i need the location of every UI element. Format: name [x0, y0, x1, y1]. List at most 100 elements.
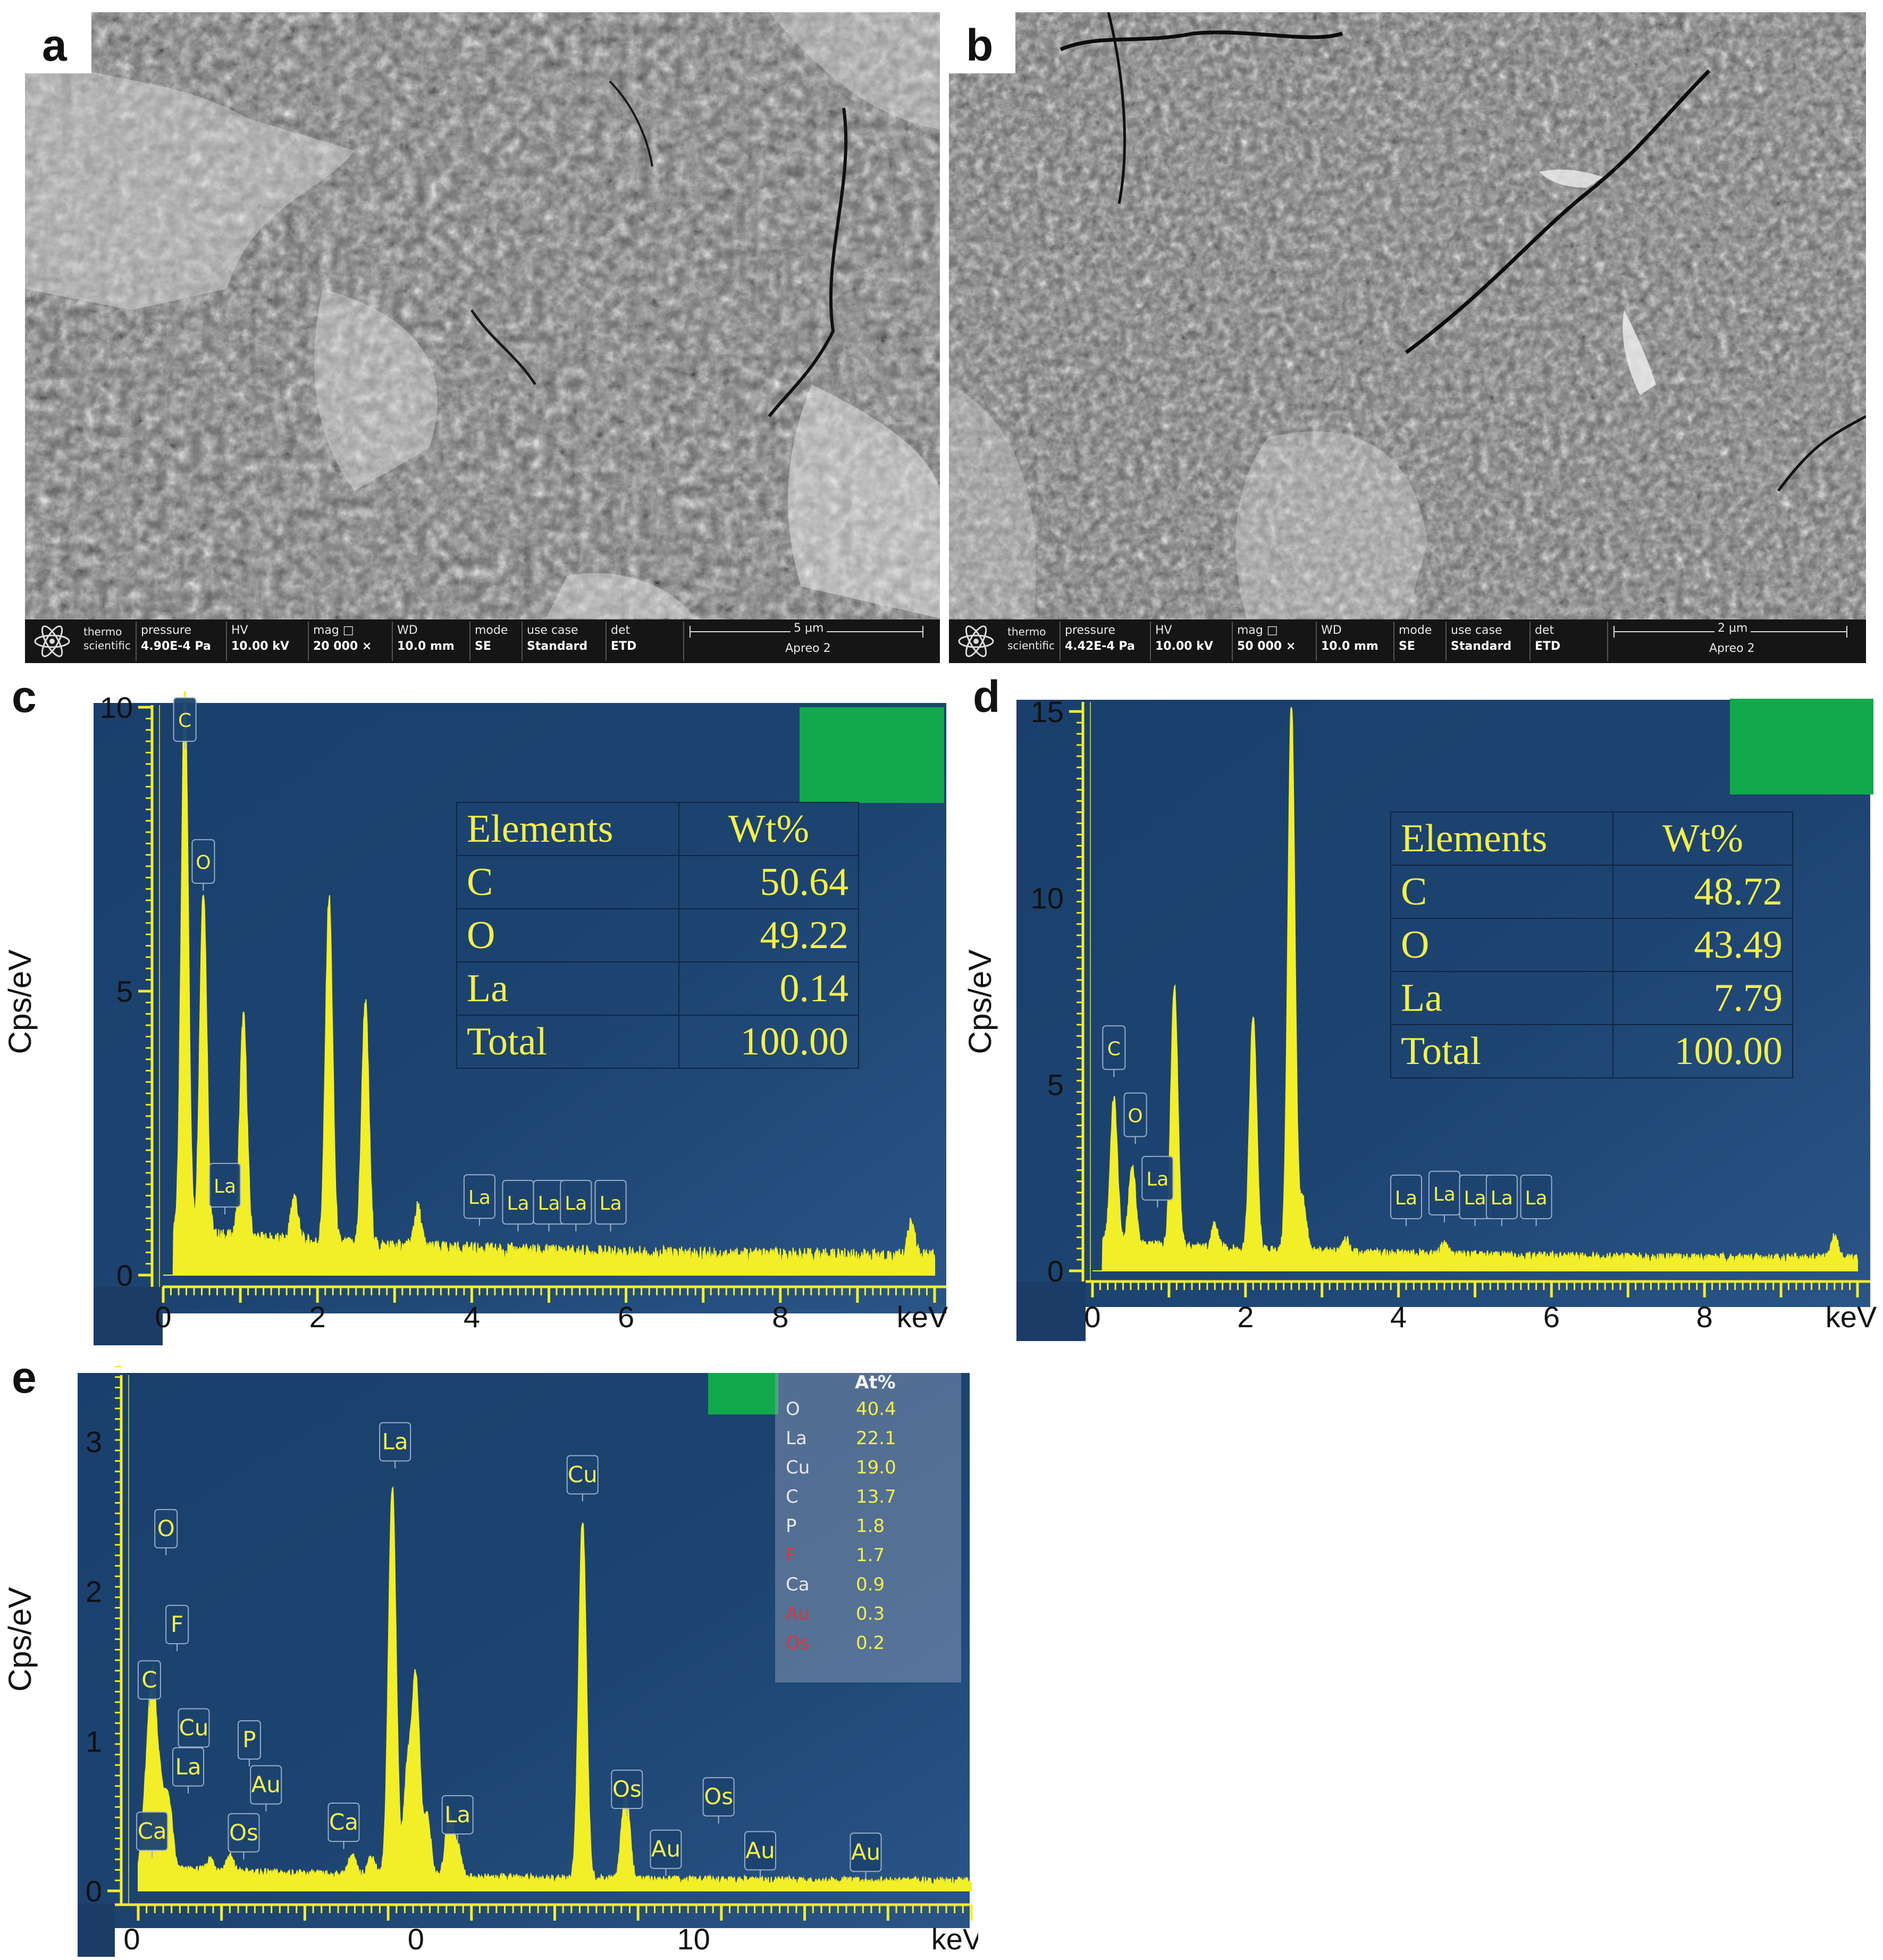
peak-label-ca: Ca: [327, 1803, 360, 1849]
peak-label-text: La: [600, 1193, 622, 1214]
peak-label-la: La: [379, 1422, 411, 1469]
peak-label-la: La: [594, 1179, 627, 1232]
y-axis-title: Cps/eV: [2, 1587, 38, 1692]
field-label: pressure: [141, 624, 192, 637]
peak-label-box: [441, 1795, 474, 1835]
peak-label-box: [327, 1803, 360, 1842]
peak-label-box: [702, 1777, 735, 1817]
scale-bar-right-tick: [1846, 626, 1847, 638]
table-cell-element: Total: [1390, 1024, 1613, 1078]
x-tick-label: 0: [1084, 1300, 1100, 1334]
peak-label-text: F: [171, 1611, 183, 1637]
x-tick-label: 4: [464, 1300, 480, 1334]
peak-label-text: La: [1395, 1187, 1417, 1209]
peak-label-c: C: [173, 697, 197, 749]
peak-label-text: Au: [851, 1839, 880, 1865]
scale-bar-right-tick: [922, 626, 923, 638]
peak-label-p: P: [237, 1720, 261, 1767]
composition-row: Os 0.2: [775, 1632, 961, 1661]
composition-element: La: [786, 1428, 807, 1449]
composition-row: Cu 19.0: [775, 1457, 961, 1486]
peak-label-text: Cu: [568, 1461, 598, 1487]
eds-chart-c: 0 5 10 0 2 4 6 8 keV Cps/eV C O La La La La La La Element…: [0, 691, 957, 1351]
peak-label-text: La: [382, 1428, 408, 1454]
table-cell-element: Total: [456, 1015, 679, 1069]
table-cell-value: 7.79: [1612, 971, 1793, 1025]
table-row: C 50.64: [456, 855, 859, 909]
x-axis-label: keV: [897, 1300, 948, 1334]
peak-label-o: O: [1123, 1092, 1147, 1144]
composition-element: Os: [786, 1632, 810, 1654]
peak-label-box: [560, 1179, 592, 1225]
spectrum-area: [1092, 707, 1858, 1271]
y-tick-label: 15: [1031, 695, 1064, 728]
composition-element: O: [786, 1398, 800, 1420]
peak-label-os: Os: [702, 1777, 735, 1824]
peak-label-text: Au: [745, 1838, 775, 1864]
peak-label-text: Os: [229, 1820, 258, 1846]
peak-label-o: O: [154, 1509, 178, 1555]
field-label: WD: [1321, 624, 1342, 637]
peak-label-text: Cu: [179, 1715, 208, 1741]
field-value: Standard: [527, 640, 588, 653]
scale-label: 2 µm: [1714, 621, 1751, 636]
peak-label-la: La: [1141, 1155, 1174, 1208]
composition-value: 40.4: [856, 1398, 896, 1420]
peak-label-la: La: [209, 1162, 241, 1214]
peak-label-la: La: [441, 1795, 474, 1841]
y-tick-label: 0: [86, 1874, 102, 1908]
peak-label-au: Au: [850, 1832, 882, 1879]
sem-texture-b: [949, 12, 1866, 663]
peak-label-la: La: [1459, 1174, 1491, 1226]
peak-label-cu: Cu: [178, 1708, 210, 1755]
table-cell-element: La: [1390, 971, 1613, 1025]
field-value: SE: [475, 640, 491, 653]
table-cell-element: La: [456, 961, 679, 1016]
panel-label-d: d: [973, 672, 1001, 722]
composition-table-c: Elements Wt% C 50.64 O 49.22 La 0.14 Total 10…: [456, 802, 859, 1069]
peak-label-text: La: [214, 1176, 236, 1197]
peak-label-la: La: [560, 1179, 592, 1232]
peak-label-text: Au: [251, 1772, 281, 1798]
x-tick-label: 8: [1696, 1300, 1713, 1334]
field-value: 10.00 kV: [231, 640, 289, 653]
y-tick-label: 0: [116, 1259, 133, 1292]
field-label: mag □: [313, 624, 354, 637]
brand-thermo: thermo: [1007, 625, 1046, 638]
peak-label-text: O: [157, 1515, 175, 1542]
peak-label-au: Au: [744, 1831, 777, 1878]
peak-label-box: [463, 1174, 495, 1219]
axis-corner-block: [78, 1904, 115, 1957]
peak-label-text: C: [1107, 1038, 1121, 1060]
legend-swatch-c: [800, 707, 944, 803]
peak-label-text: C: [141, 1666, 157, 1693]
peak-label-la: La: [533, 1179, 565, 1232]
composition-row: F 1.7: [775, 1545, 961, 1573]
table-row: La 0.14: [456, 961, 859, 1016]
peak-label-la: La: [502, 1179, 534, 1232]
composition-row: La 22.1: [775, 1428, 961, 1456]
table-header-elements: Elements: [1390, 811, 1613, 866]
table-cell-value: 0.14: [678, 961, 859, 1016]
peak-label-box: [379, 1422, 411, 1462]
peak-label-text: La: [507, 1193, 529, 1214]
table-cell-value: 43.49: [1612, 918, 1793, 972]
x-tick-label: 2: [1237, 1300, 1254, 1334]
table-cell-value: 48.72: [1612, 865, 1793, 919]
sem-databar-a: thermo scientific pressure 4.90E-4 Pa HV 1…: [25, 619, 940, 663]
plot-background: [78, 1373, 970, 1928]
composition-row: P 1.8: [775, 1515, 961, 1544]
composition-element: F: [786, 1545, 796, 1566]
peak-label-c: C: [1102, 1025, 1126, 1077]
y-tick-label: 2: [86, 1575, 102, 1609]
peak-label-box: [1141, 1155, 1174, 1201]
brand-scientific: scientific: [83, 639, 131, 652]
at-percent-header: At%: [855, 1372, 896, 1393]
composition-element: Ca: [786, 1574, 810, 1595]
y-axis-title: Cps/eV: [2, 950, 38, 1054]
panel-label-a-box: a: [25, 12, 91, 73]
peak-label-box: [165, 1605, 189, 1645]
table-cell-value: 49.22: [678, 908, 859, 962]
table-header-wt: Wt%: [1612, 811, 1793, 866]
field-label: det: [1535, 624, 1554, 637]
